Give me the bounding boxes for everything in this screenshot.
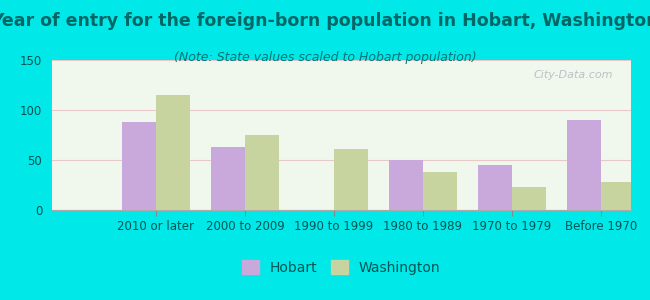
Bar: [512, 187, 546, 210]
Bar: [389, 160, 423, 210]
Bar: [478, 165, 512, 210]
Bar: [601, 182, 635, 210]
Bar: [122, 122, 156, 210]
Bar: [211, 147, 245, 210]
Bar: [156, 95, 190, 210]
Bar: [334, 149, 368, 210]
Text: Year of entry for the foreign-born population in Hobart, Washington: Year of entry for the foreign-born popul…: [0, 12, 650, 30]
Bar: [567, 120, 601, 210]
Bar: [423, 172, 457, 210]
Legend: Hobart, Washington: Hobart, Washington: [242, 260, 441, 275]
Text: (Note: State values scaled to Hobart population): (Note: State values scaled to Hobart pop…: [174, 51, 476, 64]
Text: City-Data.com: City-Data.com: [534, 70, 613, 80]
Bar: [245, 135, 279, 210]
